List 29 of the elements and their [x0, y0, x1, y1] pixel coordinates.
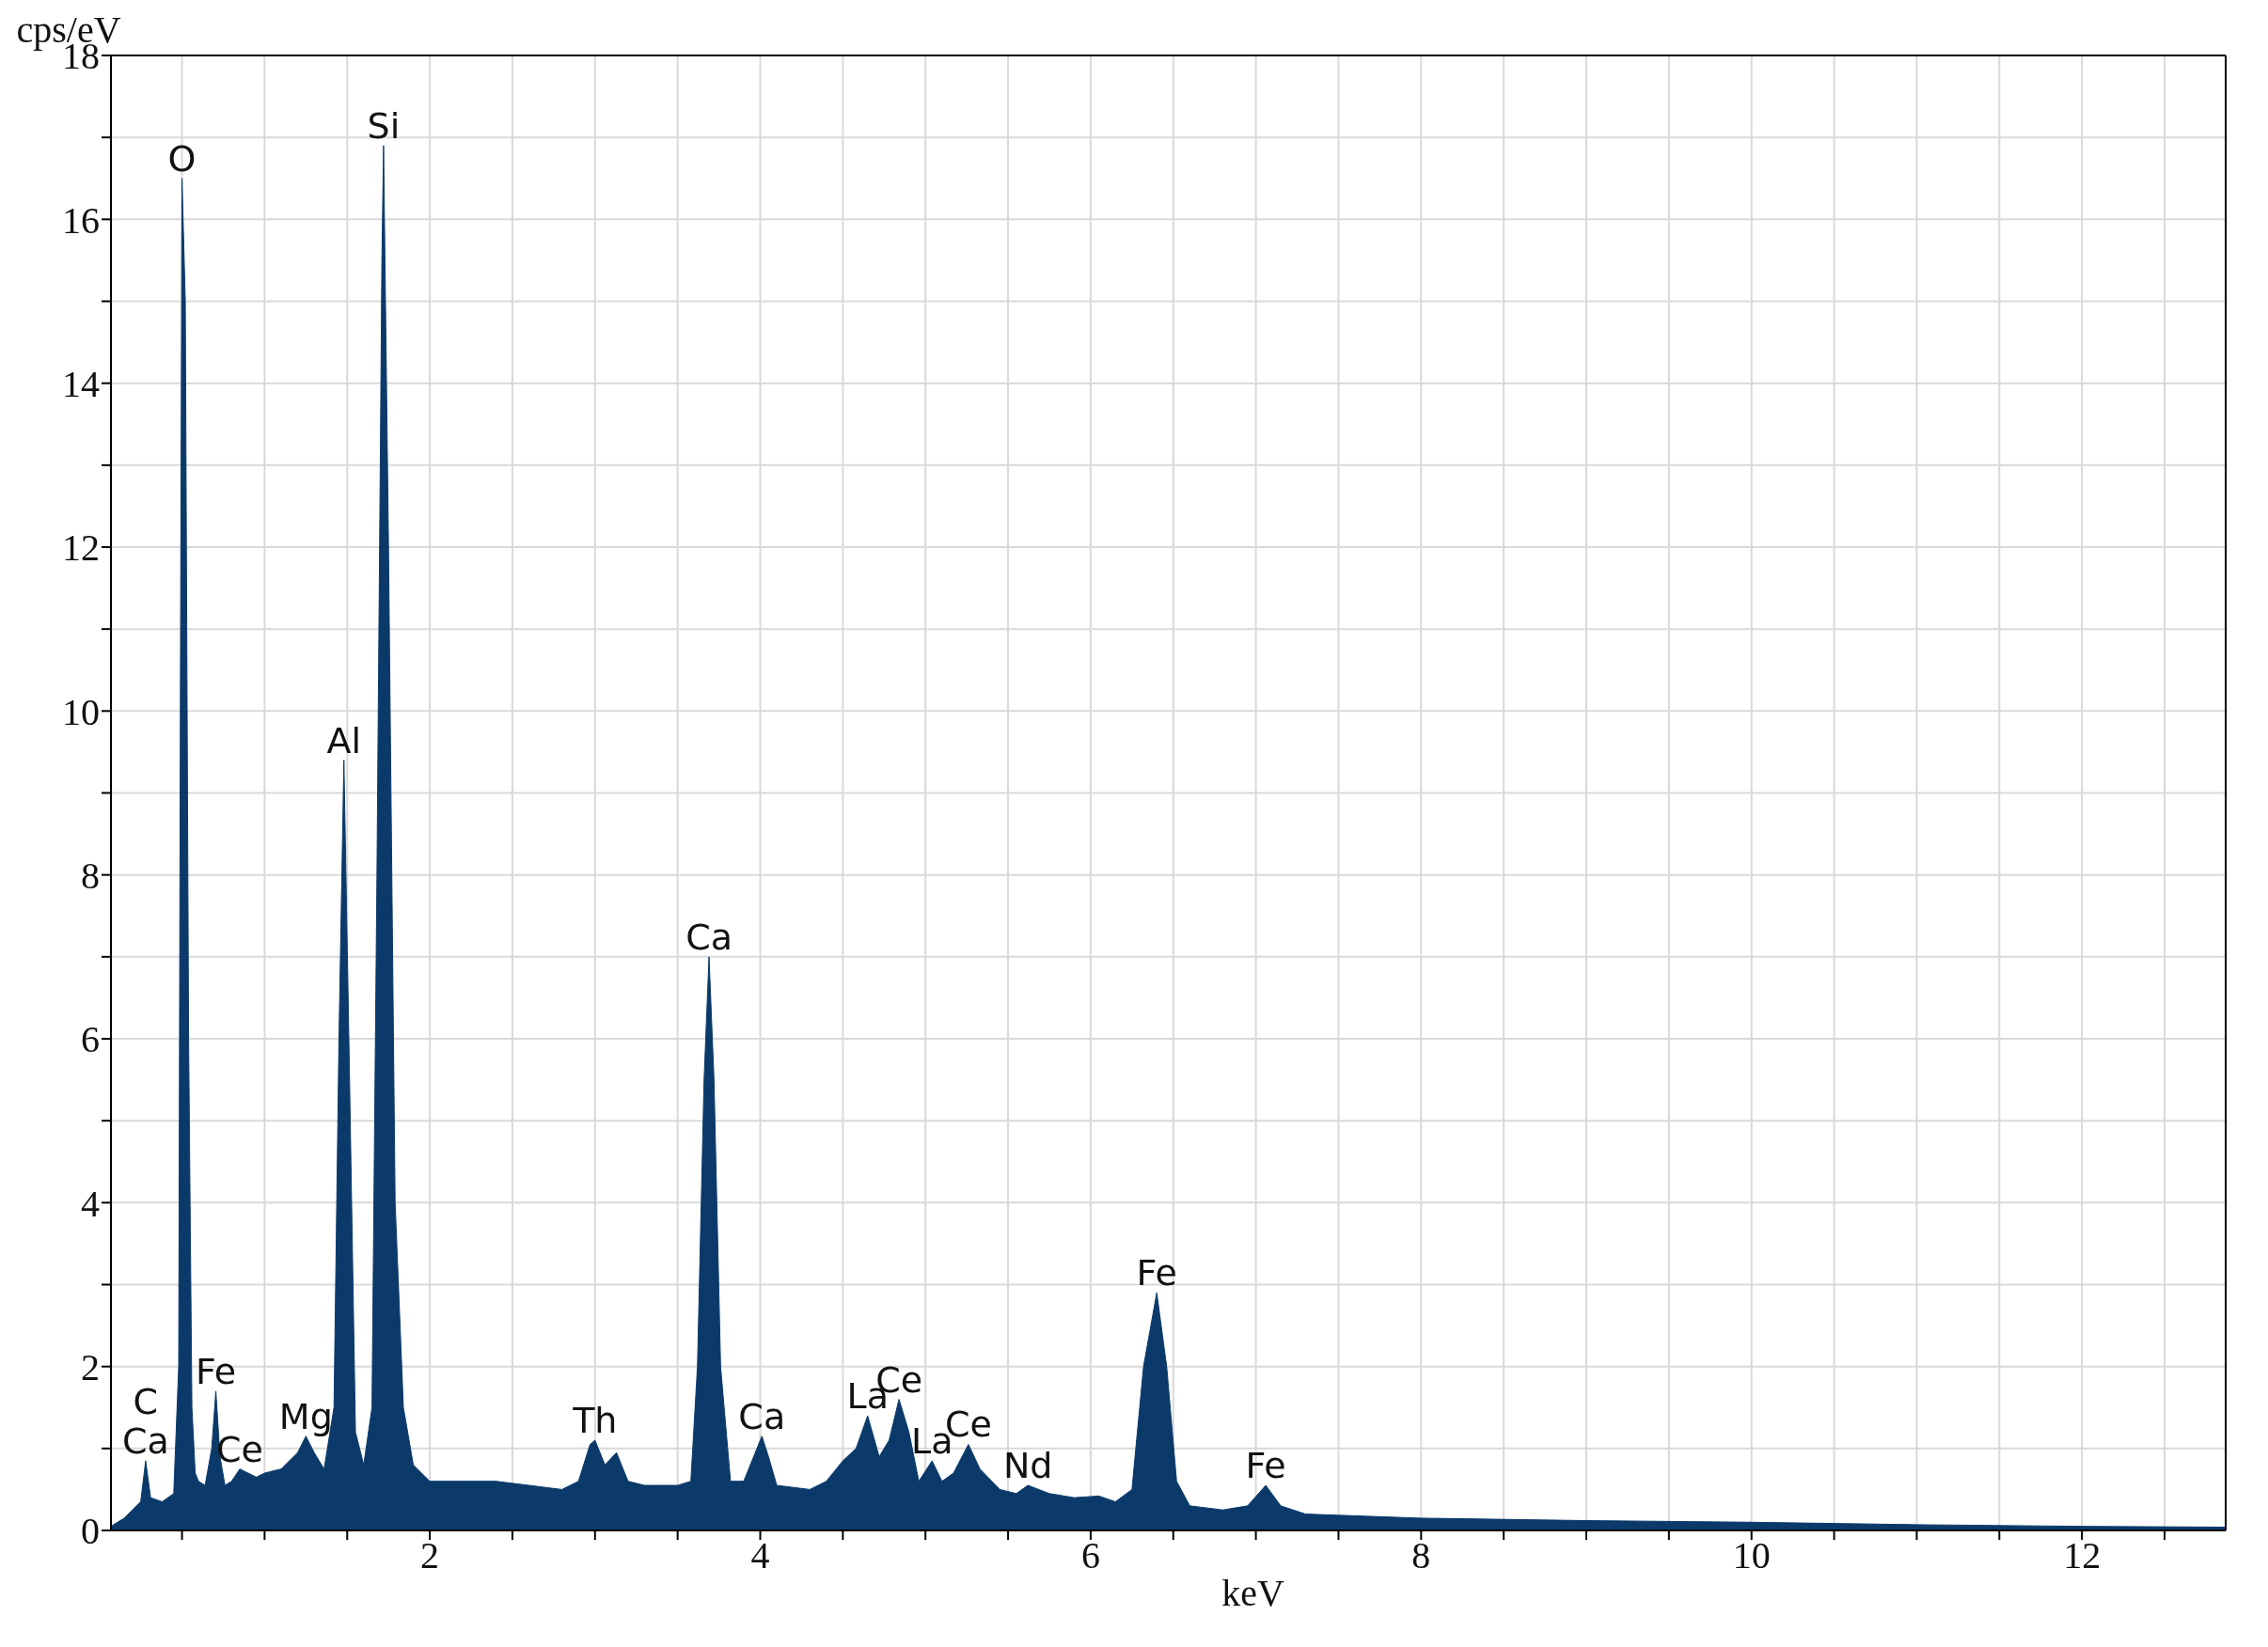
x-tick-label: 6: [1080, 1534, 1100, 1577]
annotation: O: [167, 137, 197, 180]
annotation: Ca: [121, 1420, 169, 1462]
x-tick-label: 10: [1732, 1534, 1771, 1577]
annotation: Fe: [1136, 1252, 1177, 1294]
y-tick-label: 0: [81, 1510, 100, 1553]
x-tick-label: 4: [750, 1534, 770, 1577]
annotation: Al: [326, 719, 362, 761]
x-tick-label: 12: [2063, 1534, 2102, 1577]
y-tick-label: 10: [62, 690, 100, 733]
y-tick-label: 6: [81, 1018, 100, 1061]
y-tick-label: 8: [81, 854, 100, 897]
annotation: Si: [367, 104, 401, 147]
y-tick-label: 12: [62, 526, 100, 570]
y-tick-label: 16: [62, 198, 100, 242]
annotation: Nd: [1002, 1445, 1053, 1487]
y-tick-label: 14: [62, 362, 100, 405]
annotation: C: [133, 1380, 159, 1422]
x-tick-label: 8: [1411, 1534, 1431, 1577]
y-tick-label: 4: [81, 1182, 100, 1225]
x-axis-title: keV: [1221, 1572, 1284, 1614]
y-tick-label: 2: [81, 1345, 100, 1388]
annotation: Fe: [195, 1350, 237, 1392]
annotation: Ca: [685, 916, 732, 958]
annotation: Mg: [278, 1395, 333, 1437]
x-tick-label: 2: [420, 1534, 440, 1577]
annotation: Fe: [1245, 1445, 1286, 1487]
annotation: Ca: [738, 1395, 786, 1437]
annotation: Th: [572, 1400, 618, 1442]
